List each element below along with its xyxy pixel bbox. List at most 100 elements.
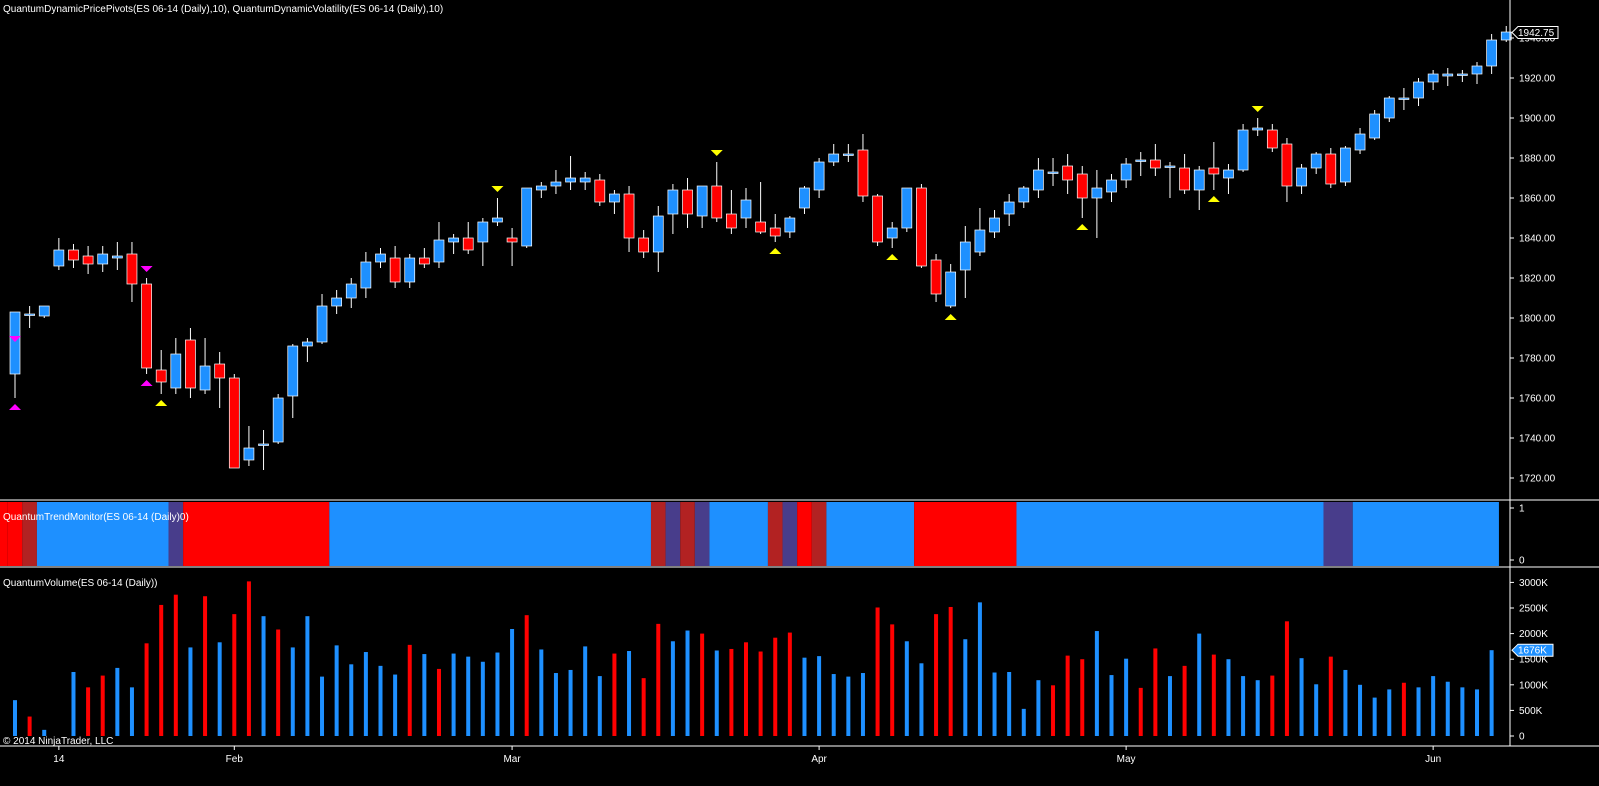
candle-body-up xyxy=(272,397,284,443)
candle-body-up xyxy=(609,193,620,203)
volume-bar xyxy=(1124,658,1129,736)
trend-segment-purple xyxy=(782,502,798,566)
pivot-marker-down xyxy=(140,266,153,272)
candle-body-up xyxy=(97,253,109,265)
candle-body-down xyxy=(506,237,518,243)
price-tick-label: 1740.00 xyxy=(1519,434,1556,445)
volume-bar xyxy=(714,650,719,736)
volume-bar xyxy=(670,641,675,736)
volume-bar xyxy=(963,639,968,736)
candle-body-up xyxy=(38,305,50,317)
volume-bar xyxy=(656,623,661,736)
candle-body-up xyxy=(652,215,664,253)
volume-bar xyxy=(787,632,792,736)
volume-panel xyxy=(13,581,1494,736)
candle xyxy=(959,226,971,298)
trend-panel-title: QuantumTrendMonitor(ES 06-14 (Daily)0) xyxy=(3,512,189,523)
trend-segment-red xyxy=(914,502,1017,566)
volume-bar xyxy=(1036,680,1041,736)
volume-bar xyxy=(904,641,909,736)
candle xyxy=(1003,194,1015,226)
volume-bar xyxy=(1241,676,1246,736)
candle xyxy=(623,186,635,252)
volume-bar xyxy=(539,649,544,736)
candle xyxy=(433,222,445,268)
candle-body-up xyxy=(1500,31,1512,41)
trend-tick-label: 1 xyxy=(1519,504,1525,515)
volume-bar xyxy=(627,651,632,736)
candle-body-down xyxy=(930,259,942,295)
candle xyxy=(535,182,547,198)
candle xyxy=(1179,154,1190,194)
volume-bar xyxy=(612,653,617,736)
pivot-marker-down xyxy=(710,150,723,156)
price-tick-label: 1840.00 xyxy=(1519,234,1556,245)
x-tick-label: Feb xyxy=(226,754,244,765)
candle-body-up xyxy=(667,189,679,215)
candle-body-up xyxy=(1091,187,1103,199)
volume-bar xyxy=(948,606,953,736)
price-panel-title: QuantumDynamicPricePivots(ES 06-14 (Dail… xyxy=(3,4,444,15)
volume-bar xyxy=(817,656,822,736)
candle xyxy=(82,246,94,274)
candle-body-up xyxy=(1457,73,1468,76)
x-tick-label: Apr xyxy=(811,754,827,765)
candle-body-up xyxy=(1033,169,1044,191)
trend-segment-red xyxy=(7,502,23,566)
last-price-flag xyxy=(1511,26,1559,39)
volume-bar xyxy=(451,653,456,736)
candle-body-up xyxy=(1135,159,1147,162)
candle-body-up xyxy=(258,443,269,446)
trend-segment-blue xyxy=(1016,502,1324,566)
candle xyxy=(258,430,269,470)
x-tick-label: Jun xyxy=(1425,754,1441,765)
trend-segment-red xyxy=(797,502,812,566)
candle-body-up xyxy=(1442,73,1454,77)
trend-segment-darkred xyxy=(767,502,783,566)
copyright-notice: © 2014 NinjaTrader, LLC xyxy=(3,736,114,747)
candle xyxy=(1223,164,1234,194)
pivot-marker-up xyxy=(769,248,782,254)
price-tick-label: 1900.00 xyxy=(1519,114,1556,125)
volume-bar xyxy=(685,630,690,736)
volume-bar xyxy=(1255,680,1260,736)
volume-bar xyxy=(1489,650,1494,736)
volume-bar xyxy=(1372,697,1377,736)
candle-body-up xyxy=(696,185,708,217)
volume-bar xyxy=(436,668,441,736)
volume-bar xyxy=(1445,681,1450,736)
trend-segment-purple xyxy=(665,502,681,566)
candle xyxy=(243,426,255,466)
trend-monitor-panel xyxy=(0,502,1499,566)
candle-body-up xyxy=(565,177,576,183)
volume-bar xyxy=(422,654,427,736)
candle-body-down xyxy=(682,189,693,215)
candle xyxy=(404,254,416,288)
candle-body-down xyxy=(1062,165,1073,181)
candle xyxy=(492,198,503,226)
candle-body-up xyxy=(24,313,35,316)
candle xyxy=(287,344,299,418)
candle-body-up xyxy=(1340,147,1351,183)
volume-bar xyxy=(773,637,778,736)
pivot-marker-up xyxy=(9,404,21,410)
candle-body-up xyxy=(828,153,840,163)
volume-bar xyxy=(802,657,807,736)
candle xyxy=(550,170,562,194)
trend-segment-blue xyxy=(826,502,915,566)
candle-body-up xyxy=(492,217,503,223)
candle-body-up xyxy=(1413,81,1424,99)
volume-tick-label: 500K xyxy=(1519,706,1543,717)
candle xyxy=(930,254,942,302)
candle xyxy=(755,182,766,234)
pivot-marker-up xyxy=(155,400,168,406)
candle-body-down xyxy=(389,257,401,283)
candle xyxy=(813,158,825,198)
trend-segment-blue xyxy=(329,502,651,566)
last-volume-flag xyxy=(1511,643,1554,657)
candle xyxy=(1281,138,1293,202)
candle xyxy=(214,352,226,408)
volume-bar xyxy=(129,687,134,736)
candle xyxy=(199,338,211,394)
